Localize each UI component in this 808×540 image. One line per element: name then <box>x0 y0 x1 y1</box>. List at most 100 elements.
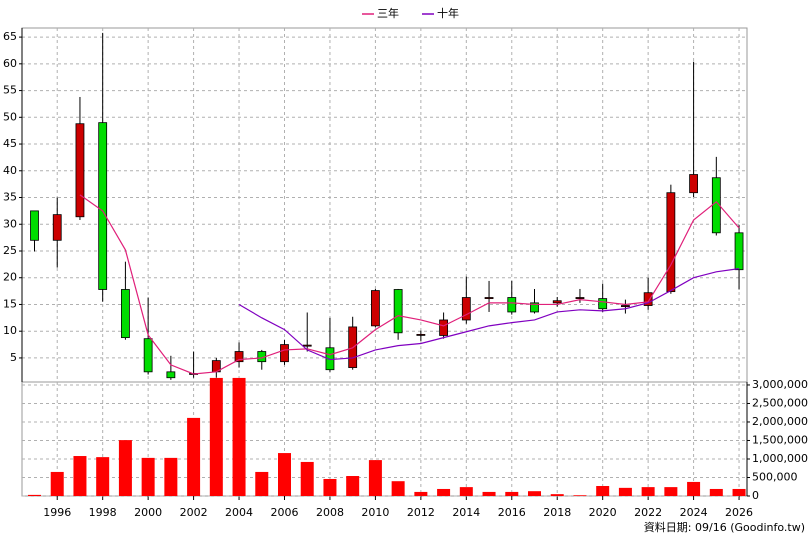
volume-bar <box>596 486 610 496</box>
y2-tick-label: 500,000 <box>752 470 798 483</box>
candle-body <box>416 334 426 336</box>
volume-bar <box>687 481 701 496</box>
volume-bar <box>368 460 382 496</box>
volume-bar <box>209 377 223 496</box>
candle-body <box>598 298 608 310</box>
volume-bar <box>118 440 132 496</box>
x-tick-label: 2012 <box>407 506 435 519</box>
x-tick-label: 2022 <box>634 506 662 519</box>
volume-bar <box>28 494 41 496</box>
volume-bar <box>664 487 678 496</box>
x-tick-label: 1998 <box>89 506 117 519</box>
y-tick-label: 20 <box>3 271 17 284</box>
candle-body <box>507 297 517 313</box>
y-tick-label: 5 <box>10 351 17 364</box>
y-tick-label: 30 <box>3 217 17 230</box>
y2-tick-label: 3,000,000 <box>752 378 808 391</box>
volume-bar <box>96 457 110 496</box>
candle-body <box>302 344 312 347</box>
volume-bar <box>573 495 587 496</box>
y2-tick-label: 1,500,000 <box>752 433 808 446</box>
volume-bar <box>278 453 291 496</box>
volume-bar <box>505 491 519 496</box>
candle-body <box>371 290 380 327</box>
volume-bar <box>346 476 360 496</box>
volume-bar <box>300 461 314 496</box>
volume-bar <box>323 478 337 496</box>
candle-body <box>439 319 448 336</box>
candle-body <box>234 351 244 363</box>
x-tick-label: 2010 <box>361 506 389 519</box>
candle-body <box>575 297 585 299</box>
candle-body <box>30 210 39 241</box>
y-tick-label: 65 <box>3 30 17 43</box>
candle-body <box>143 338 153 373</box>
x-tick-label: 2020 <box>589 506 617 519</box>
y-tick-label: 50 <box>3 110 17 123</box>
candle-body <box>734 232 744 271</box>
volume-bar <box>641 487 655 496</box>
volume-bar <box>437 488 451 496</box>
y-tick-label: 40 <box>3 164 17 177</box>
x-tick-label: 2014 <box>452 506 480 519</box>
candle-body <box>643 292 653 306</box>
y-tick-label: 55 <box>3 84 17 97</box>
candle-body <box>461 297 471 321</box>
legend-label: 十年 <box>437 6 459 20</box>
x-tick-label: 2006 <box>271 506 299 519</box>
x-tick-label: 2004 <box>225 506 253 519</box>
candle-body <box>98 122 108 290</box>
candle-body <box>393 289 403 334</box>
candle-body <box>166 371 176 379</box>
y-tick-label: 45 <box>3 137 17 150</box>
legend-label: 三年 <box>377 6 399 20</box>
candle-body <box>552 300 562 304</box>
y-tick-label: 15 <box>3 297 17 310</box>
y2-tick-label: 2,500,000 <box>752 396 808 409</box>
volume-bar <box>141 457 155 496</box>
volume-bar <box>528 491 541 496</box>
volume-bar <box>255 471 269 496</box>
volume-bar <box>187 417 201 496</box>
candle-body <box>75 123 85 218</box>
x-tick-label: 2018 <box>543 506 571 519</box>
candle-body <box>121 289 130 339</box>
y-tick-label: 25 <box>3 244 17 257</box>
volume-bar <box>232 377 246 496</box>
volume-bar <box>618 487 632 496</box>
ma-line <box>79 194 740 375</box>
candle-body <box>530 302 539 313</box>
candle-body <box>52 214 62 241</box>
candle-body <box>280 344 289 363</box>
volume-bar <box>391 481 405 496</box>
y2-tick-label: 1,000,000 <box>752 452 808 465</box>
candle-body <box>621 305 630 308</box>
volume-bar <box>459 487 473 496</box>
y-tick-label: 60 <box>3 57 17 70</box>
x-tick-label: 2024 <box>680 506 708 519</box>
y2-tick-label: 2,000,000 <box>752 415 808 428</box>
x-tick-label: 2016 <box>498 506 526 519</box>
x-tick-label: 2026 <box>725 506 753 519</box>
candle-body <box>484 297 494 299</box>
volume-bar <box>709 488 723 496</box>
candle-body <box>689 174 698 194</box>
y-tick-label: 10 <box>3 324 17 337</box>
y2-tick-label: 0 <box>752 489 759 502</box>
x-tick-label: 1996 <box>43 506 71 519</box>
volume-bar <box>73 456 87 496</box>
volume-bar <box>732 488 746 496</box>
footer: 資料日期: 09/16 (Goodinfo.tw) <box>644 520 805 534</box>
volume-bar <box>164 457 178 496</box>
x-tick-label: 2008 <box>316 506 344 519</box>
ma-line <box>238 268 740 361</box>
x-tick-label: 2002 <box>180 506 208 519</box>
volume-bar <box>50 471 64 496</box>
y-tick-label: 35 <box>3 191 17 204</box>
volume-bar <box>414 491 428 496</box>
volume-bar <box>550 494 564 496</box>
volume-bar <box>482 491 496 496</box>
x-tick-label: 2000 <box>134 506 162 519</box>
